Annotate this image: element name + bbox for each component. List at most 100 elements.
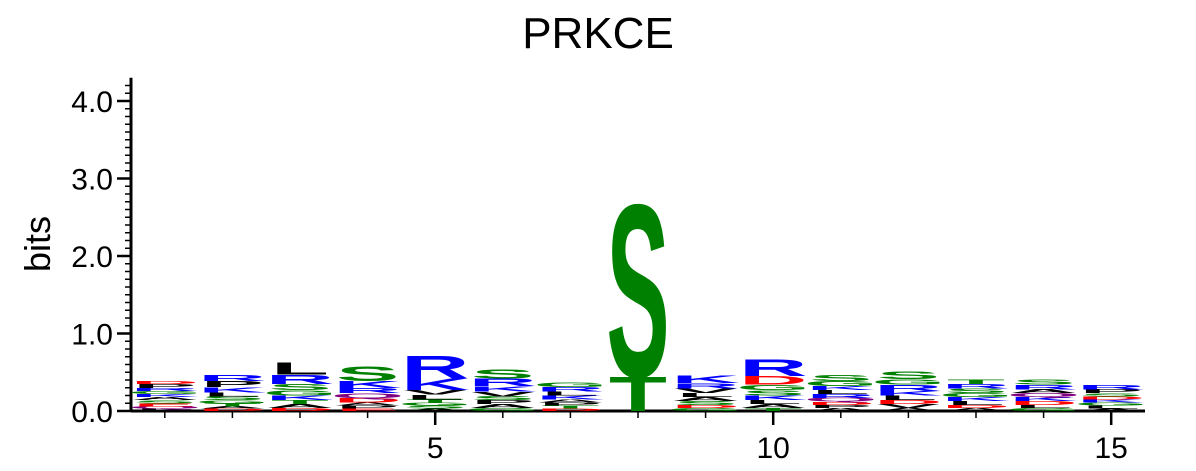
logo-letter-S: S <box>268 382 331 392</box>
logo-letter-G: G <box>398 402 472 407</box>
logo-letter-P: P <box>539 402 602 407</box>
logo-letter-D: D <box>671 404 739 409</box>
logo-letter-A: A <box>469 403 537 409</box>
logo-letter-R: R <box>739 354 807 381</box>
logo-letter-P: P <box>1080 388 1143 394</box>
y-tick-label: 1.0 <box>71 319 113 352</box>
logo-letter-A: A <box>401 408 469 412</box>
logo-stacks: LQESAKGRPDDATGSLKPRDATKGSRLEPADQRKSASGTL… <box>128 153 1148 429</box>
logo-letter-L: L <box>541 391 599 397</box>
y-tick-label: 0.0 <box>71 396 113 429</box>
logo-letter-R: R <box>266 372 334 386</box>
logo-letter-K: K <box>739 394 807 401</box>
logo-letter-R: R <box>401 350 469 386</box>
logo-letter-G: G <box>534 381 608 388</box>
y-axis-label: bits <box>17 216 58 272</box>
logo-letter-K: K <box>401 376 469 394</box>
y-tick-label: 3.0 <box>71 164 113 197</box>
logo-letter-D: D <box>739 374 807 387</box>
logo-letter-R: R <box>942 383 1010 390</box>
logo-letter-S: S <box>471 367 534 381</box>
logo-letter-S: S <box>944 387 1007 394</box>
logo-letter-L: L <box>879 394 937 401</box>
logo-letter-V: V <box>404 389 467 396</box>
logo-letter-G: G <box>1074 402 1148 407</box>
logo-letter-G: G <box>263 389 337 397</box>
logo-letter-T: T <box>203 402 261 407</box>
logo-letter-E: E <box>336 408 399 412</box>
logo-letter-K: K <box>1077 399 1145 404</box>
logo-letter-R: R <box>1009 384 1077 391</box>
logo-letter-R: R <box>671 382 739 390</box>
logo-letter-R: R <box>536 386 604 393</box>
x-tick-label: 10 <box>757 432 790 465</box>
logo-letter-S: S <box>606 153 669 429</box>
logo-letter-P: P <box>471 399 534 405</box>
logo-letter-A: A <box>671 396 739 402</box>
logo-letter-A: A <box>266 403 334 409</box>
logo-letter-K: K <box>1009 396 1077 402</box>
logo-letter-L: L <box>271 359 329 378</box>
logo-letter-L: L <box>744 399 802 405</box>
logo-letter-R: R <box>333 386 401 394</box>
logo-letter-D: D <box>131 380 199 385</box>
logo-letter-T: T <box>541 405 599 410</box>
logo-letter-D: D <box>536 408 604 412</box>
logo-letter-A: A <box>198 406 266 410</box>
logo-letter-P: P <box>133 383 196 389</box>
logo-column-8: TS <box>606 153 669 429</box>
logo-letter-P: P <box>809 404 872 409</box>
logo-letter-D: D <box>1077 396 1145 401</box>
chart-title: PRKCE <box>522 9 674 58</box>
logo-letter-A: A <box>1009 388 1077 394</box>
logo-letter-L: L <box>1082 405 1140 410</box>
logo-letter-A: A <box>333 402 401 407</box>
logo-letter-G: G <box>128 390 202 395</box>
logo-letter-S: S <box>877 370 940 382</box>
logo-letter-L: L <box>812 389 870 395</box>
logo-letter-D: D <box>198 408 266 412</box>
logo-letter-L: L <box>203 391 261 397</box>
logo-letter-K: K <box>874 390 942 397</box>
logo-letter-R: R <box>469 377 537 389</box>
logo-letter-R: R <box>1077 384 1145 391</box>
logo-letter-A: A <box>807 407 875 412</box>
logo-letter-R: R <box>874 383 942 393</box>
logo-letter-D: D <box>807 401 875 406</box>
logo-letter-K: K <box>266 394 334 401</box>
logo-letter-T: T <box>947 378 1005 385</box>
logo-letter-S: S <box>809 373 872 383</box>
logo-letter-Q: Q <box>331 392 405 399</box>
logo-letter-E: E <box>133 402 196 407</box>
logo-letter-K: K <box>131 393 199 398</box>
logo-letter-V: V <box>877 403 941 409</box>
logo-letter-T: T <box>271 399 329 405</box>
logo-letter-S: S <box>471 395 534 401</box>
logo-letter-A: A <box>739 403 807 409</box>
logo-letter-T: T <box>744 407 802 412</box>
logo-letter-G: G <box>1007 407 1081 412</box>
logo-letter-S: S <box>404 405 467 410</box>
logo-letter-S: S <box>201 395 264 401</box>
logo-letter-D: D <box>266 407 334 412</box>
logo-letter-G: G <box>872 378 946 386</box>
y-tick-label: 4.0 <box>71 86 113 119</box>
logo-letter-S: S <box>336 361 399 385</box>
logo-letter-D: D <box>1009 400 1077 406</box>
logo-letter-L: L <box>677 392 735 398</box>
logo-letter-A: A <box>874 407 942 412</box>
y-axis: 0.0 1.0 2.0 3.0 4.0 <box>71 77 133 429</box>
logo-letter-V: V <box>471 390 534 397</box>
logo-letter-R: R <box>198 373 266 383</box>
